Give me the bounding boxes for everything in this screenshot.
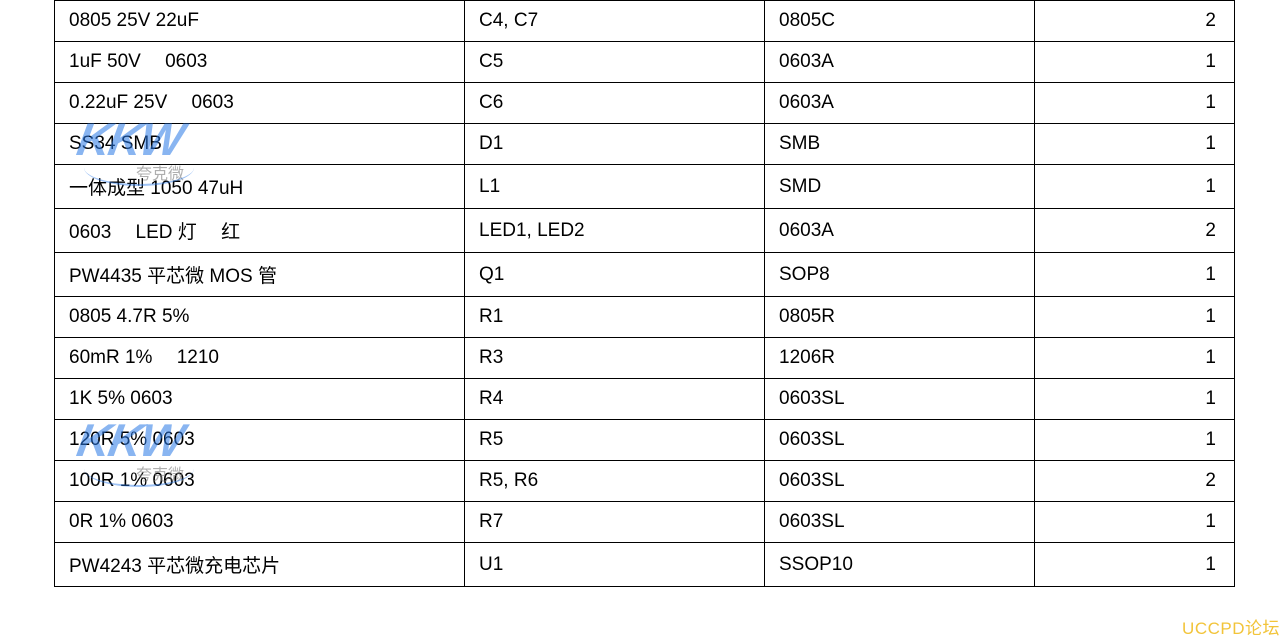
cell-refdes: L1 (465, 165, 765, 209)
table-row: 0.22uF 25V 0603C60603A1 (55, 83, 1235, 124)
table-row: 0R 1% 0603R70603SL1 (55, 502, 1235, 543)
cell-qty: 1 (1035, 42, 1235, 83)
cell-package: 0805R (765, 297, 1035, 338)
cell-description: 0.22uF 25V 0603 (55, 83, 465, 124)
table-row: 一体成型 1050 47uHL1SMD1 (55, 165, 1235, 209)
cell-package: 0603A (765, 42, 1035, 83)
cell-qty: 1 (1035, 253, 1235, 297)
cell-package: 0805C (765, 1, 1035, 42)
table-row: PW4435 平芯微 MOS 管Q1SOP81 (55, 253, 1235, 297)
cell-description: 0805 25V 22uF (55, 1, 465, 42)
bom-table-container: 0805 25V 22uFC4, C70805C21uF 50V 0603C50… (54, 0, 1234, 587)
cell-qty: 1 (1035, 297, 1235, 338)
cell-refdes: LED1, LED2 (465, 209, 765, 253)
cell-qty: 2 (1035, 461, 1235, 502)
cell-refdes: R7 (465, 502, 765, 543)
cell-package: 0603SL (765, 502, 1035, 543)
table-row: SS34 SMBD1SMB1 (55, 124, 1235, 165)
cell-description: 120R 5% 0603 (55, 420, 465, 461)
table-row: PW4243 平芯微充电芯片U1SSOP101 (55, 543, 1235, 587)
cell-qty: 1 (1035, 420, 1235, 461)
cell-description: PW4243 平芯微充电芯片 (55, 543, 465, 587)
cell-refdes: C6 (465, 83, 765, 124)
cell-refdes: Q1 (465, 253, 765, 297)
cell-description: 0603 LED 灯 红 (55, 209, 465, 253)
cell-description: 60mR 1% 1210 (55, 338, 465, 379)
cell-package: 0603A (765, 83, 1035, 124)
cell-description: 1uF 50V 0603 (55, 42, 465, 83)
table-row: 1K 5% 0603R40603SL1 (55, 379, 1235, 420)
cell-refdes: C4, C7 (465, 1, 765, 42)
cell-qty: 1 (1035, 124, 1235, 165)
cell-refdes: R5 (465, 420, 765, 461)
cell-refdes: U1 (465, 543, 765, 587)
cell-refdes: D1 (465, 124, 765, 165)
table-row: 100R 1% 0603R5, R60603SL2 (55, 461, 1235, 502)
cell-package: SOP8 (765, 253, 1035, 297)
cell-refdes: C5 (465, 42, 765, 83)
cell-package: 0603A (765, 209, 1035, 253)
cell-description: 0805 4.7R 5% (55, 297, 465, 338)
table-row: 0603 LED 灯 红LED1, LED20603A2 (55, 209, 1235, 253)
cell-refdes: R5, R6 (465, 461, 765, 502)
cell-description: 一体成型 1050 47uH (55, 165, 465, 209)
cell-description: PW4435 平芯微 MOS 管 (55, 253, 465, 297)
cell-qty: 1 (1035, 165, 1235, 209)
cell-package: SMD (765, 165, 1035, 209)
table-row: 0805 25V 22uFC4, C70805C2 (55, 1, 1235, 42)
cell-package: 0603SL (765, 379, 1035, 420)
cell-package: SMB (765, 124, 1035, 165)
table-row: 60mR 1% 1210R31206R1 (55, 338, 1235, 379)
cell-package: SSOP10 (765, 543, 1035, 587)
cell-package: 0603SL (765, 420, 1035, 461)
cell-package: 0603SL (765, 461, 1035, 502)
footer-forum-label: UCCPD论坛 (1182, 614, 1280, 639)
cell-description: 0R 1% 0603 (55, 502, 465, 543)
cell-description: SS34 SMB (55, 124, 465, 165)
cell-qty: 2 (1035, 209, 1235, 253)
cell-refdes: R3 (465, 338, 765, 379)
cell-qty: 1 (1035, 83, 1235, 124)
cell-refdes: R4 (465, 379, 765, 420)
table-row: 1uF 50V 0603C50603A1 (55, 42, 1235, 83)
cell-package: 1206R (765, 338, 1035, 379)
table-row: 120R 5% 0603R50603SL1 (55, 420, 1235, 461)
cell-qty: 1 (1035, 379, 1235, 420)
cell-qty: 2 (1035, 1, 1235, 42)
table-row: 0805 4.7R 5%R10805R1 (55, 297, 1235, 338)
bom-table: 0805 25V 22uFC4, C70805C21uF 50V 0603C50… (54, 0, 1235, 587)
cell-qty: 1 (1035, 543, 1235, 587)
cell-qty: 1 (1035, 502, 1235, 543)
cell-description: 1K 5% 0603 (55, 379, 465, 420)
cell-qty: 1 (1035, 338, 1235, 379)
cell-refdes: R1 (465, 297, 765, 338)
cell-description: 100R 1% 0603 (55, 461, 465, 502)
